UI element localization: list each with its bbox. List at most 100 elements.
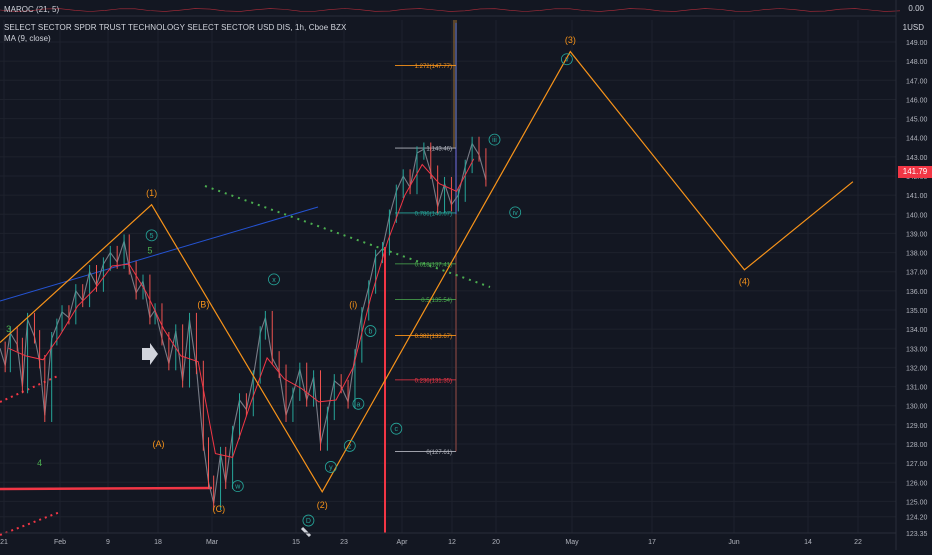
cursor-arrow-mark [300,526,312,538]
wave-label-circle [364,325,377,337]
wave-label: (C) [213,504,226,514]
y-tick-label: 124.20 [906,515,928,522]
y-tick-label: 144.00 [906,136,928,143]
y-tick-label: 133.00 [906,346,928,353]
x-tick-label: 15 [292,539,300,546]
wave-label-circle [352,397,365,410]
x-tick-label: 21 [0,539,8,546]
fib-blue-band [455,22,457,215]
y-tick-label: 141.00 [906,193,928,200]
y-tick-label: 146.00 [906,97,928,104]
wave-label-circle [343,440,356,452]
wave-label: 5 [147,246,152,256]
y-tick-label: 147.00 [906,78,928,85]
wave-label-circle [268,273,280,286]
fib-level-label: 0.382(133.67) [415,334,452,340]
ma-line [8,158,475,458]
fib-range-bar [453,20,457,149]
y-tick-label: 145.00 [906,117,928,124]
y-tick-label: 143.00 [906,155,928,162]
y-tick-label: 138.00 [906,251,928,258]
x-tick-label: May [565,539,579,546]
wave-label-circle [145,229,158,242]
x-tick-label: 9 [106,539,110,546]
wave-label: (4) [739,276,750,286]
x-tick-label: Mar [206,539,219,546]
x-tick-label: 22 [854,539,862,546]
wave-label-circle [390,422,403,435]
wave-label: v [565,57,569,64]
wave-label: 3 [6,324,11,334]
fib-level-label: 0.618(137.41) [415,262,452,268]
y-tick-label: 131.00 [906,385,928,392]
price-series [0,136,487,511]
wave-label: D [306,518,311,525]
wave-label: (3) [565,35,576,45]
wave-label: (B) [197,299,209,309]
wave-label-circle [324,461,337,473]
fib-level-label: 1.272(147.77) [415,64,452,70]
y-tick-label: 126.00 [906,480,928,487]
x-tick-label: Jun [728,539,739,546]
wave-label: a [356,401,360,408]
y-tick-label: 125.00 [906,499,928,506]
wave-label: b [369,329,373,336]
wave-label: iii [492,137,497,144]
currency-label: 1USD [902,23,924,32]
wave-label: c [395,426,399,433]
chart-title: SELECT SECTOR SPDR TRUST TECHNOLOGY SELE… [4,23,347,32]
x-tick-label: 14 [804,539,812,546]
y-tick-label: 132.00 [906,365,928,372]
elliott-wave-path [0,50,854,493]
y-tick-label: 139.00 [906,231,928,238]
wave-label: (2) [317,500,328,510]
x-tick-label: 23 [340,539,348,546]
ma-indicator-label: MA (9, close) [4,34,51,43]
y-tick-label: 149.00 [906,40,928,47]
y-tick-label: 134.00 [906,327,928,334]
wave-label-circle [302,514,315,527]
x-tick-label: Apr [397,539,409,546]
indicator-panel [0,8,901,17]
wave-label: x [272,277,276,284]
y-tick-label: 127.00 [906,461,928,468]
maroc-indicator-value: 0.00 [908,4,924,13]
y-tick-label: 148.00 [906,59,928,66]
maroc-indicator-label: MAROC (21, 5) [4,5,60,14]
wave-label-circle [560,53,573,66]
wave-label: (i) [349,299,357,309]
fib-level-label: 1(143.46) [426,147,452,153]
elliott-wave-line [0,50,854,493]
x-tick-label: 12 [448,539,456,546]
x-tick-label: 17 [648,539,656,546]
y-tick-label: 137.00 [906,270,928,277]
fib-level-label: 0(127.61) [426,450,452,456]
fib-level-label: 0.786(140.07) [415,211,452,217]
green-dotted-trendline [204,185,491,288]
wave-label-circle [488,133,501,146]
maroc-line [0,8,901,12]
red-dotted-upper [0,374,61,403]
blue-trendline [0,206,319,302]
x-tick-label: 20 [492,539,500,546]
wave-label-circle [231,480,244,493]
x-tick-label: Feb [54,539,66,546]
y-tick-label: 130.00 [906,404,928,411]
wave-label: 5 [150,233,154,240]
y-tick-label: 135.00 [906,308,928,315]
fib-level-label: 0.5(135.54) [421,298,452,304]
y-tick-label: 123.35 [906,531,928,538]
wave-label-circle [509,206,522,219]
wave-label: (A) [153,439,165,449]
trend-lines [0,185,491,538]
fib-level-label: 0.236(131.35) [415,378,452,384]
wave-label: iv [513,210,519,217]
x-tick-label: 18 [154,539,162,546]
wave-label: w [234,484,241,491]
y-tick-label: 129.00 [906,423,928,430]
wave-label: y [329,464,333,471]
y-tick-label: 140.00 [906,212,928,219]
